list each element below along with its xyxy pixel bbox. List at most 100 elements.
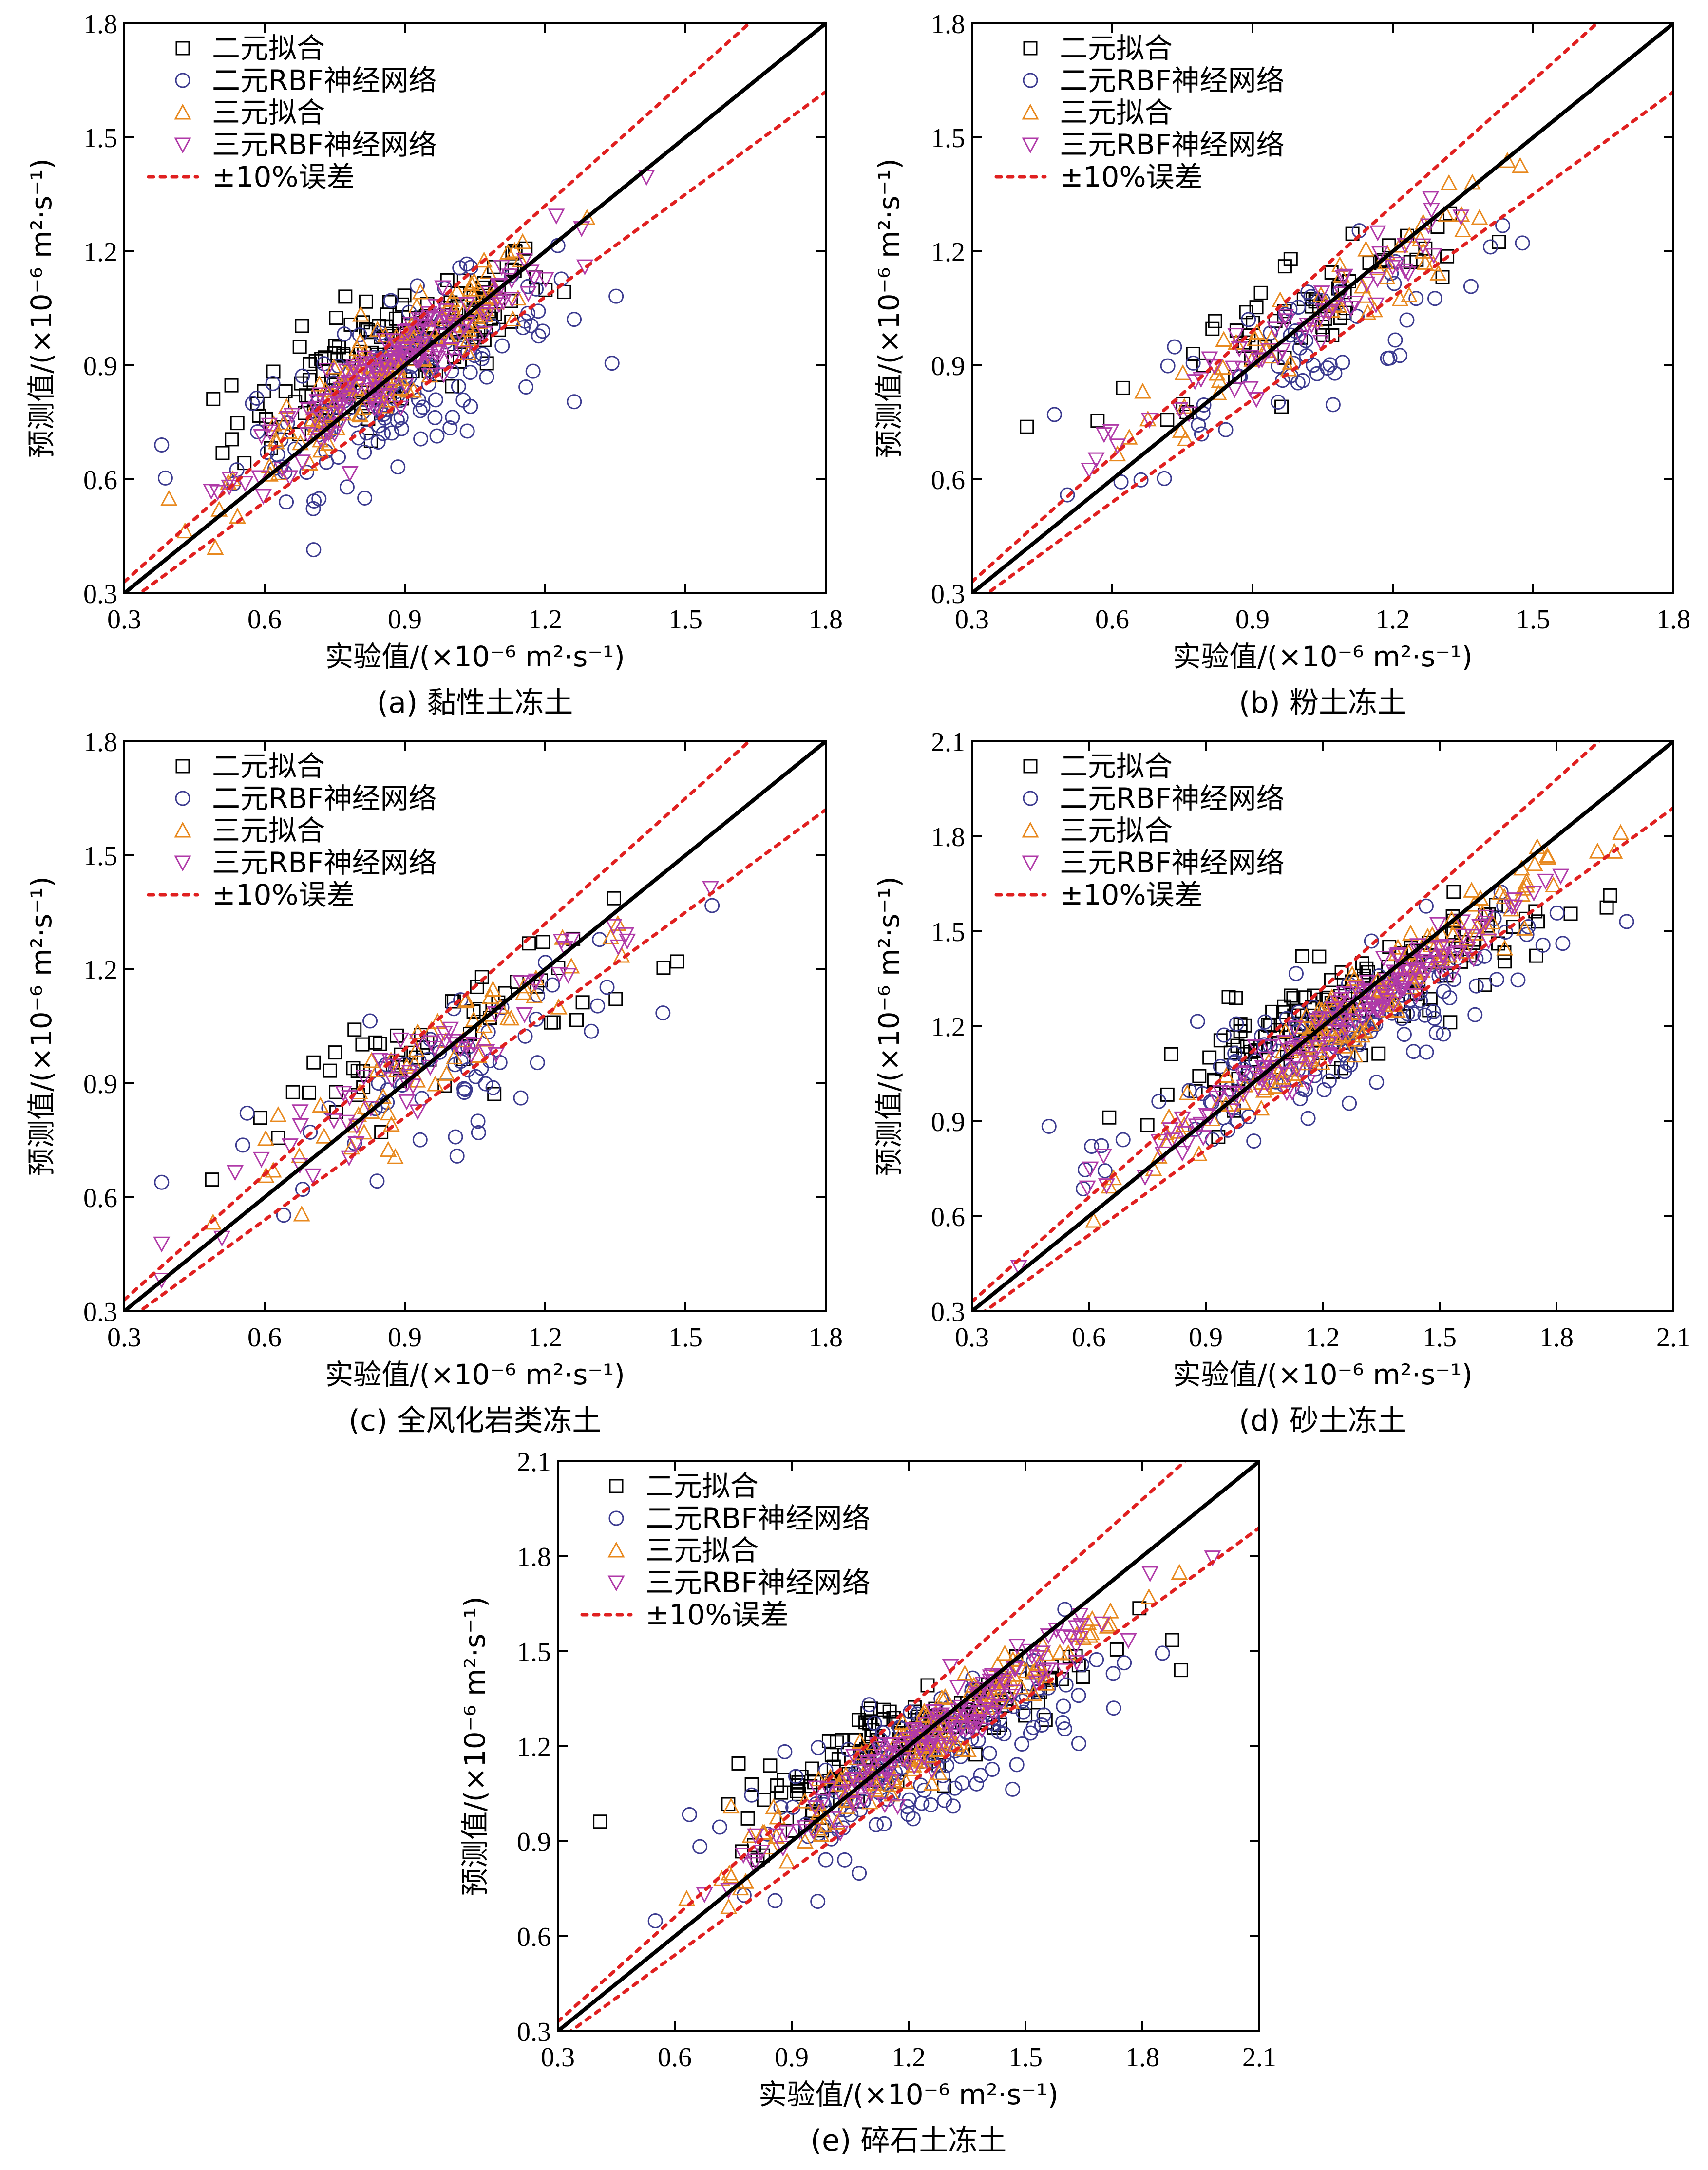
data-point-ternary-fit bbox=[550, 998, 568, 1015]
data-point-ternary-rbf bbox=[807, 1800, 824, 1816]
data-point-binary-fit bbox=[1446, 885, 1461, 899]
data-point-ternary-fit bbox=[1463, 882, 1480, 898]
data-point-ternary-rbf bbox=[753, 1844, 770, 1861]
data-point-ternary-rbf bbox=[1418, 956, 1435, 972]
data-point-binary-rbf bbox=[362, 1013, 378, 1029]
data-point-binary-fit bbox=[1563, 906, 1578, 921]
data-point-binary-fit bbox=[1237, 1018, 1252, 1033]
y-tick-label: 2.1 bbox=[931, 727, 965, 757]
legend-marker-binary-rbf bbox=[175, 791, 190, 806]
data-point-ternary-rbf bbox=[1258, 1051, 1275, 1068]
data-point-ternary-rbf bbox=[1464, 929, 1481, 945]
x-tick-label: 1.5 bbox=[668, 1322, 702, 1353]
data-point-binary-rbf bbox=[1555, 936, 1571, 951]
data-point-ternary-rbf bbox=[291, 1104, 309, 1120]
data-point-ternary-rbf bbox=[1312, 335, 1329, 351]
data-point-binary-rbf bbox=[1036, 1707, 1052, 1723]
y-tick-label: 1.2 bbox=[931, 237, 965, 267]
data-point-binary-fit bbox=[763, 1758, 778, 1773]
data-point-ternary-rbf bbox=[442, 1021, 459, 1038]
legend-label-error-band: ±10%误差 bbox=[645, 1598, 789, 1631]
data-point-binary-rbf bbox=[923, 1797, 939, 1812]
data-point-ternary-rbf bbox=[1337, 1022, 1355, 1038]
data-point-ternary-rbf bbox=[1378, 993, 1396, 1009]
data-point-binary-rbf bbox=[1400, 1006, 1415, 1021]
legend-marker-binary-rbf bbox=[1023, 791, 1038, 806]
data-point-ternary-rbf bbox=[489, 292, 507, 308]
data-point-binary-rbf bbox=[744, 1787, 759, 1803]
data-point-ternary-rbf bbox=[340, 1150, 358, 1167]
y-tick-label: 1.5 bbox=[83, 123, 117, 153]
data-point-ternary-rbf bbox=[1095, 427, 1113, 443]
x-tick-label: 0.9 bbox=[1189, 1322, 1223, 1353]
data-point-ternary-rbf bbox=[840, 1774, 857, 1791]
legend-label-ternary-rbf: 三元RBF神经网络 bbox=[212, 846, 436, 879]
data-point-ternary-rbf bbox=[1359, 975, 1376, 991]
data-point-binary-rbf bbox=[682, 1807, 697, 1822]
data-point-binary-fit bbox=[225, 432, 239, 447]
y-axis-label: 预测值/(×10⁻⁶ m²·s⁻¹) bbox=[25, 158, 58, 458]
data-point-binary-rbf bbox=[647, 1913, 663, 1929]
data-point-ternary-rbf bbox=[1292, 330, 1310, 346]
data-point-ternary-fit bbox=[465, 272, 483, 289]
data-point-ternary-fit bbox=[1018, 1662, 1035, 1679]
data-point-binary-rbf bbox=[1084, 1139, 1100, 1154]
data-point-ternary-rbf bbox=[1358, 276, 1376, 293]
legend-marker-binary-rbf bbox=[1023, 73, 1038, 88]
legend-label-error-band: ±10%误差 bbox=[212, 878, 355, 911]
x-tick-label: 1.8 bbox=[809, 604, 843, 635]
data-point-ternary-rbf bbox=[537, 272, 554, 288]
data-point-binary-fit bbox=[740, 1811, 755, 1826]
data-point-ternary-fit bbox=[427, 1075, 444, 1092]
data-point-ternary-fit bbox=[1246, 330, 1264, 346]
x-tick-label: 1.5 bbox=[668, 604, 702, 635]
data-point-ternary-fit bbox=[1174, 364, 1192, 380]
data-point-binary-fit bbox=[390, 1028, 404, 1043]
data-point-binary-fit bbox=[295, 319, 309, 333]
data-point-binary-rbf bbox=[249, 390, 265, 406]
data-point-ternary-fit bbox=[778, 1852, 796, 1869]
data-point-ternary-fit bbox=[363, 1052, 380, 1068]
data-point-ternary-rbf bbox=[1537, 873, 1555, 890]
data-point-ternary-rbf bbox=[292, 1118, 309, 1134]
data-point-ternary-fit bbox=[509, 289, 527, 306]
data-point-binary-fit bbox=[487, 1087, 502, 1101]
data-point-binary-rbf bbox=[478, 1076, 493, 1092]
x-tick-label: 0.6 bbox=[1072, 1322, 1106, 1353]
y-tick-label: 1.8 bbox=[517, 1542, 551, 1572]
data-point-ternary-rbf bbox=[376, 333, 394, 349]
data-point-binary-fit bbox=[1440, 249, 1455, 264]
data-point-ternary-rbf bbox=[338, 363, 355, 380]
legend-marker-binary-fit bbox=[175, 41, 190, 56]
y-axis-label: 预测值/(×10⁻⁶ m²·s⁻¹) bbox=[458, 1596, 492, 1896]
x-tick-label: 1.8 bbox=[809, 1322, 843, 1353]
data-point-binary-fit bbox=[328, 339, 342, 353]
data-point-ternary-rbf bbox=[299, 427, 317, 443]
data-point-ternary-rbf bbox=[1034, 1645, 1051, 1662]
x-axis-label: 实验值/(×10⁻⁶ m²·s⁻¹) bbox=[1173, 1358, 1473, 1391]
data-point-ternary-rbf bbox=[516, 1007, 533, 1023]
data-point-binary-fit bbox=[1355, 956, 1369, 971]
data-point-binary-rbf bbox=[1256, 1037, 1272, 1053]
legend-label-ternary-rbf: 三元RBF神经网络 bbox=[1060, 128, 1284, 161]
data-point-binary-fit bbox=[593, 1814, 607, 1829]
data-point-ternary-fit bbox=[720, 1898, 738, 1914]
data-point-ternary-rbf bbox=[915, 1749, 933, 1766]
data-point-binary-fit bbox=[1435, 270, 1450, 284]
data-point-ternary-rbf bbox=[281, 470, 299, 487]
data-point-binary-fit bbox=[1498, 954, 1512, 969]
data-point-ternary-rbf bbox=[409, 1104, 426, 1121]
y-tick-label: 0.9 bbox=[83, 351, 117, 381]
x-tick-label: 0.3 bbox=[955, 604, 989, 635]
data-point-ternary-rbf bbox=[856, 1764, 873, 1781]
data-point-binary-rbf bbox=[869, 1817, 884, 1832]
data-point-binary-rbf bbox=[1105, 1666, 1121, 1681]
data-point-ternary-rbf bbox=[1029, 1671, 1047, 1687]
data-point-ternary-rbf bbox=[1311, 1011, 1329, 1027]
data-point-ternary-rbf bbox=[1235, 1066, 1253, 1083]
data-point-ternary-fit bbox=[347, 379, 365, 396]
data-point-ternary-rbf bbox=[398, 1094, 416, 1111]
data-point-binary-rbf bbox=[295, 1182, 310, 1197]
data-point-ternary-fit bbox=[515, 984, 532, 1000]
data-point-binary-rbf bbox=[1097, 1163, 1113, 1179]
